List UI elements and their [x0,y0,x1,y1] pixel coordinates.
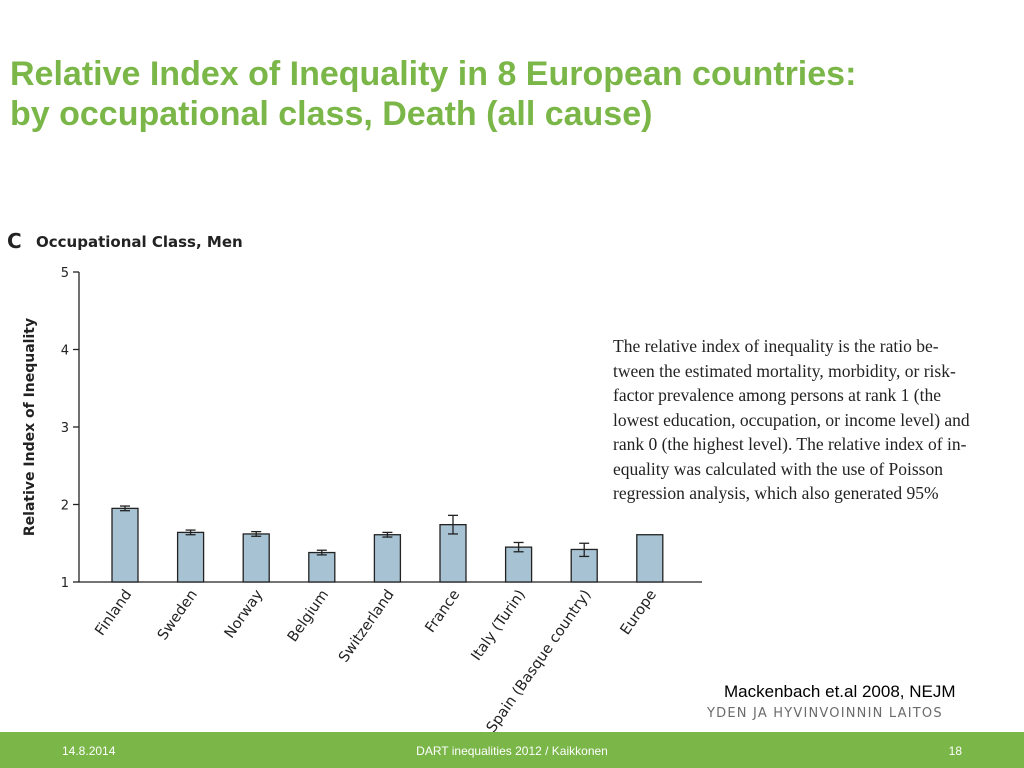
explanation-line: regression analysis, which also generate… [613,483,939,503]
institute-name: YDEN JA HYVINVOINNIN LAITOS [707,706,943,721]
bar [308,551,336,583]
x-tick-label: Norway [222,587,267,642]
y-tick-label: 1 [61,576,69,591]
x-tick-label: Europe [618,587,660,638]
explanation-line: The relative index of inequality is the … [613,336,939,356]
explanation-line: equality was calculated with the use of … [613,458,943,479]
bar [111,507,139,583]
footer-title: DART inequalities 2012 / Kaikkonen [416,744,608,758]
citation: Mackenbach et.al 2008, NEJM [724,682,956,701]
bar [636,534,664,583]
x-tick-label: Sweden [155,587,201,643]
slide-title-line-1: Relative Index of Inequality in 8 Europe… [10,55,857,93]
bar [373,534,402,583]
y-tick-label: 4 [61,344,69,359]
bar [176,531,205,583]
x-tick-label: Belgium [285,587,332,645]
y-tick-label: 5 [61,266,69,281]
chart-panel-letter: C [7,229,22,253]
rii-explanation: The relative index of inequality is the … [613,334,1018,506]
x-tick-label: Italy (Turin) [469,587,529,664]
bar [242,533,270,583]
y-axis-label: Relative Index of Inequality [22,318,38,536]
chart-bars [111,505,664,583]
page-number: 18 [948,744,962,758]
slide-title-line-2: by occupational class, Death (all cause) [10,95,653,133]
footer-bar: 14.8.2014 DART inequalities 2012 / Kaikk… [0,732,1024,768]
x-tick-label: France [423,587,464,636]
bar-chart: C Occupational Class, Men Relative Index… [7,229,702,732]
explanation-line: rank 0 (the highest level). The relative… [613,434,967,454]
x-tick-label: Finland [92,587,135,639]
footer-date: 14.8.2014 [62,744,116,758]
explanation-line: tween the estimated mortality, morbidity… [613,360,956,381]
y-tick-label: 3 [61,421,69,436]
explanation-line: factor prevalence among persons at rank … [613,385,941,405]
chart-title: Occupational Class, Men [36,233,243,251]
x-tick-labels: Finland Sweden Norway Belgium Switzerland Fra… [92,587,660,732]
x-tick-label: Switzerland [336,587,398,665]
y-tick-label: 2 [61,499,69,514]
explanation-line: lowest education, occupation, or income … [613,409,970,430]
slide-title: Relative Index of Inequality in 8 Europe… [10,54,1015,134]
